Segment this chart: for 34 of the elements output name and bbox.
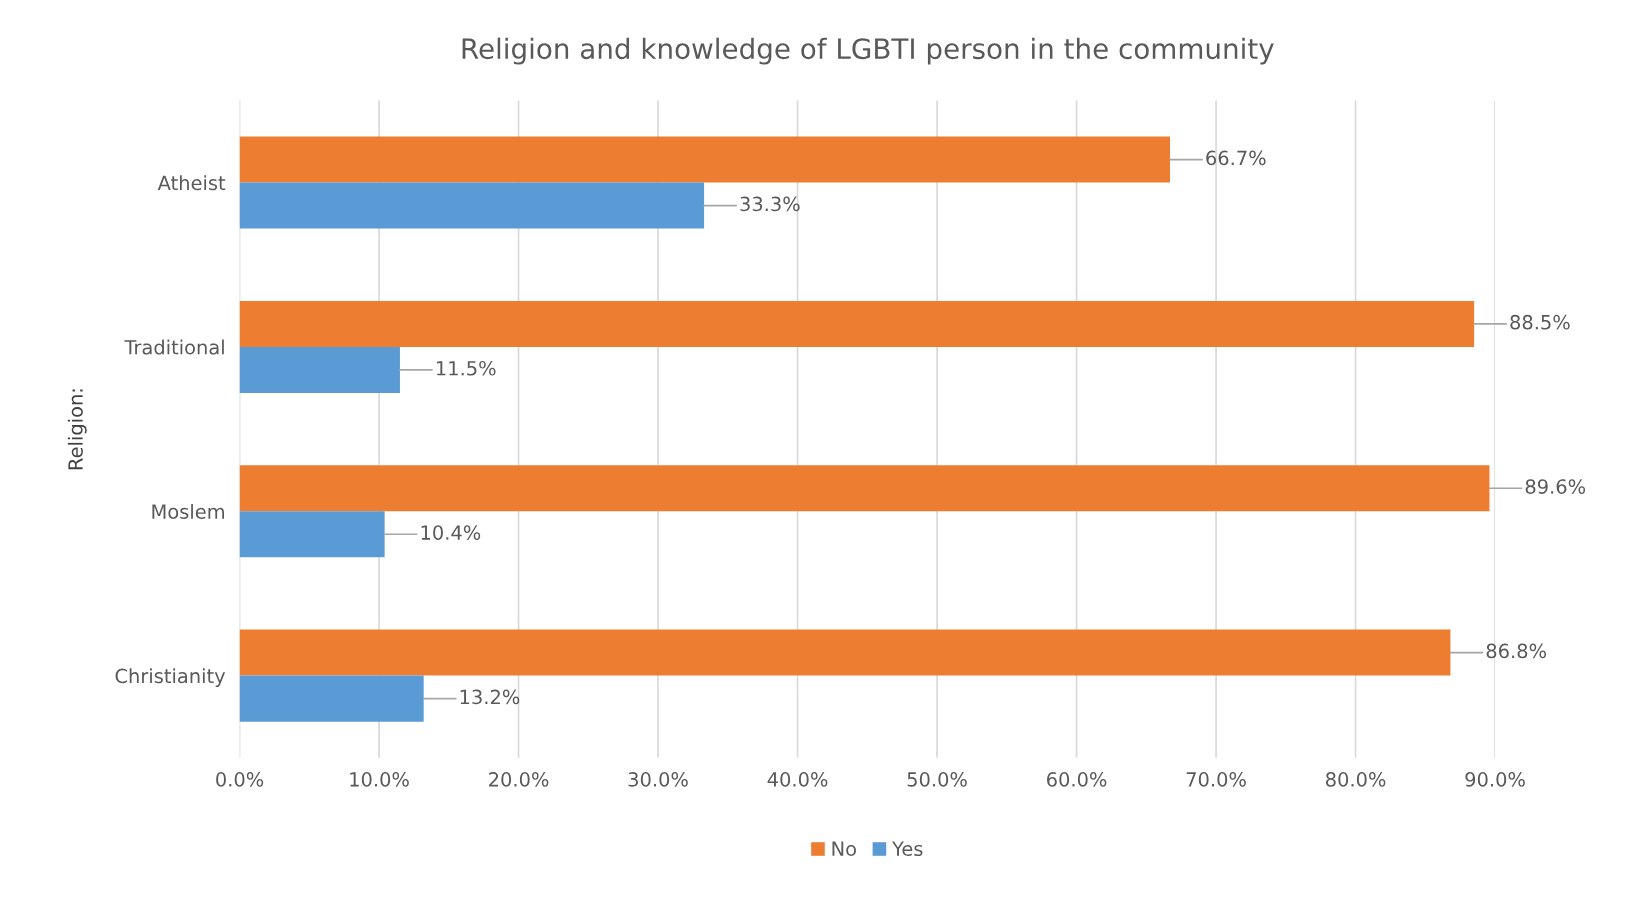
x-tick-label: 60.0% bbox=[1047, 772, 1107, 787]
x-tick-label: 90.0% bbox=[1465, 772, 1525, 787]
x-tick-label: 80.0% bbox=[1325, 772, 1386, 787]
data-label: 89.6% bbox=[1525, 479, 1586, 494]
bar bbox=[239, 465, 1490, 512]
bar bbox=[239, 675, 424, 722]
y-tick-label: Christianity bbox=[115, 668, 226, 688]
bar bbox=[239, 136, 1171, 183]
data-label: 11.5% bbox=[436, 360, 496, 376]
x-tick-label: 0.0% bbox=[216, 772, 264, 787]
bar bbox=[239, 300, 1475, 347]
bar bbox=[239, 182, 705, 229]
bar bbox=[239, 629, 1451, 676]
x-tick-label: 40.0% bbox=[767, 772, 828, 787]
data-label: 88.5% bbox=[1510, 314, 1570, 330]
legend-label: No bbox=[832, 841, 856, 857]
x-tick-label: 30.0% bbox=[628, 772, 688, 787]
x-tick-label: 50.0% bbox=[907, 772, 967, 787]
data-label: 10.4% bbox=[421, 525, 481, 540]
y-tick-label: Atheist bbox=[157, 175, 226, 191]
x-tick-label: 20.0% bbox=[489, 772, 549, 787]
x-tick-label: 70.0% bbox=[1186, 772, 1246, 787]
y-tick-label: Traditional bbox=[124, 339, 224, 355]
data-label: 66.7% bbox=[1206, 150, 1266, 166]
data-label: 13.2% bbox=[460, 689, 520, 705]
data-label: 86.8% bbox=[1486, 643, 1546, 659]
y-axis-title: Religion: bbox=[67, 389, 87, 470]
bar bbox=[239, 346, 400, 393]
legend-label: Yes bbox=[892, 841, 923, 857]
x-tick-label: 10.0% bbox=[350, 772, 409, 787]
bar bbox=[239, 511, 385, 558]
y-tick-label: Moslem bbox=[152, 503, 224, 519]
chart-title: Religion and knowledge of LGBTI person in the community bbox=[462, 37, 1274, 65]
data-label: 33.3% bbox=[740, 196, 800, 212]
